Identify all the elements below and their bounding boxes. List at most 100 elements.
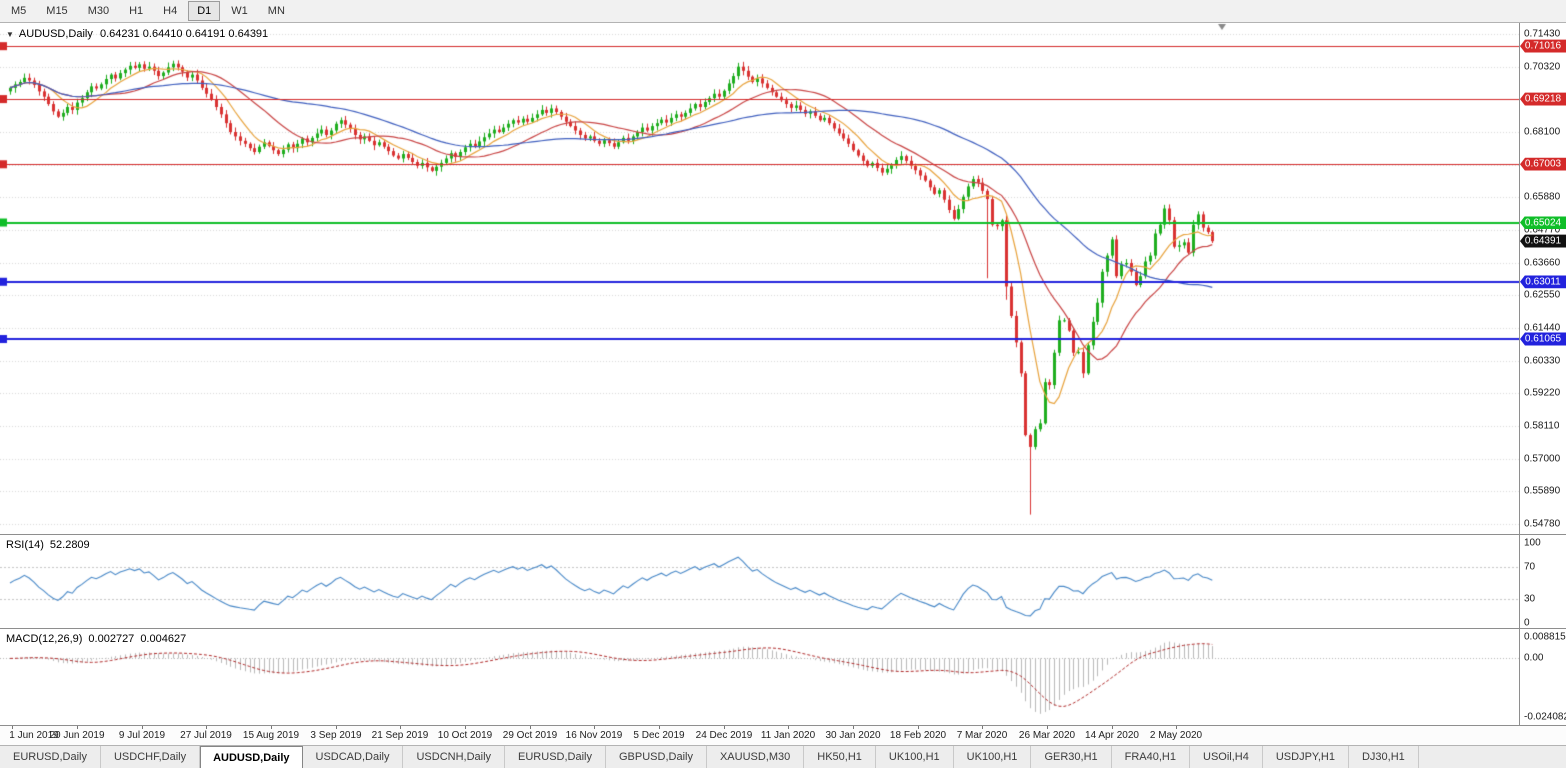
chart-tab-eurusd-daily[interactable]: EURUSD,Daily [0, 746, 101, 768]
price-axis-label: 0.61440 [1524, 322, 1561, 334]
price-axis-label: 0.68100 [1524, 126, 1561, 138]
macd-axis-label: 0.00 [1524, 652, 1544, 664]
price-axis-label: 0.60330 [1524, 355, 1561, 367]
date-axis[interactable]: 1 Jun 2019 20 Jun 2019 9 Jul 2019 27 Jul 20… [0, 725, 1566, 745]
chart-title-ohlc: 0.64231 0.64410 0.64191 0.64391 [99, 28, 269, 40]
chart-tab-usdchf-daily[interactable]: USDCHF,Daily [101, 746, 201, 768]
date-axis-label: 15 Aug 2019 [242, 730, 300, 741]
chart-tab-audusd-daily[interactable]: AUDUSD,Daily [200, 746, 303, 768]
chart-title-symbol: AUDUSD,Daily [18, 28, 93, 40]
date-tick [853, 726, 854, 729]
chart-tab-usdjpy-h1[interactable]: USDJPY,H1 [1263, 746, 1349, 768]
date-axis-label: 3 Sep 2019 [310, 730, 362, 741]
chart-tab-ger30-h1[interactable]: GER30,H1 [1031, 746, 1112, 768]
price-axis-label: 0.62550 [1524, 289, 1561, 301]
rsi-axis-label: 100 [1524, 537, 1541, 549]
level-price-badge: 0.61065 [1520, 332, 1566, 346]
date-tick [1047, 726, 1048, 729]
macd-canvas[interactable] [0, 629, 1519, 724]
date-tick [465, 726, 466, 729]
date-axis-label: 24 Dec 2019 [695, 730, 753, 741]
date-axis-label: 16 Nov 2019 [565, 730, 623, 741]
timeframe-button-w1[interactable]: W1 [231, 5, 248, 17]
rsi-name: RSI(14) [6, 539, 44, 551]
date-tick [12, 726, 13, 729]
chart-tab-fra40-h1[interactable]: FRA40,H1 [1112, 746, 1190, 768]
chart-tabbar: EURUSD,Daily USDCHF,Daily AUDUSD,Daily USDC… [0, 745, 1566, 768]
date-axis-label: 11 Jan 2020 [760, 730, 816, 741]
rsi-panel: RSI(14) 52.2809 100 70 30 0 [0, 534, 1566, 629]
macd-plot[interactable]: MACD(12,26,9) 0.002727 0.004627 [0, 629, 1519, 725]
date-tick [206, 726, 207, 729]
date-axis-label: 27 Jul 2019 [180, 730, 232, 741]
rsi-axis-label: 30 [1524, 593, 1536, 605]
chart-tab-dj30-h1[interactable]: DJ30,H1 [1349, 746, 1419, 768]
chart-tab-gbpusd-daily[interactable]: GBPUSD,Daily [606, 746, 707, 768]
macd-indicator-label: MACD(12,26,9) 0.002727 0.004627 [6, 633, 192, 645]
level-price-badge: 0.67003 [1520, 157, 1566, 171]
timeframe-button-mn[interactable]: MN [267, 5, 285, 17]
price-axis-label: 0.55890 [1524, 485, 1561, 497]
rsi-axis-label: 70 [1524, 561, 1536, 573]
price-axis-label: 0.57000 [1524, 453, 1561, 465]
rsi-axis[interactable]: 100 70 30 0 [1519, 535, 1566, 629]
date-axis-label: 26 Mar 2020 [1018, 730, 1076, 741]
date-axis-label: 21 Sep 2019 [371, 730, 429, 741]
date-axis-label: 9 Jul 2019 [118, 730, 166, 741]
date-axis-label: 29 Oct 2019 [502, 730, 558, 741]
macd-panel: MACD(12,26,9) 0.002727 0.004627 0.008815 0.… [0, 628, 1566, 725]
main-chart-panel: ▼ AUDUSD,Daily 0.64231 0.64410 0.64191 0.… [0, 23, 1566, 534]
date-tick [400, 726, 401, 729]
date-tick [1112, 726, 1113, 729]
chart-tab-xauusd-m30[interactable]: XAUUSD,M30 [707, 746, 805, 768]
timeframe-button-h4[interactable]: H4 [163, 5, 178, 17]
timeframe-button-m30[interactable]: M30 [87, 5, 110, 17]
date-tick [142, 726, 143, 729]
timeframe-button-h1[interactable]: H1 [129, 5, 144, 17]
date-tick [594, 726, 595, 729]
date-tick [659, 726, 660, 729]
price-axis-label: 0.63660 [1524, 257, 1561, 269]
timeframe-button-d1[interactable]: D1 [188, 1, 221, 21]
date-axis-label: 2 May 2020 [1149, 730, 1203, 741]
date-axis-label: 30 Jan 2020 [825, 730, 881, 741]
timeframe-button-m15[interactable]: M15 [46, 5, 68, 17]
price-axis-label: 0.58110 [1524, 420, 1560, 432]
collapse-triangle-icon[interactable]: ▼ [6, 30, 14, 39]
date-axis-label: 20 Jun 2019 [49, 730, 105, 741]
chart-tab-usdcad-daily[interactable]: USDCAD,Daily [303, 746, 404, 768]
main-price-axis[interactable]: 0.71430 0.70320 0.68100 0.65880 0.64770 0.636… [1519, 23, 1566, 534]
rsi-plot[interactable]: RSI(14) 52.2809 [0, 535, 1519, 628]
price-axis-label: 0.54780 [1524, 518, 1561, 530]
main-chart-canvas[interactable] [0, 23, 1519, 534]
timeframe-toolbar: M5 M15 M30 H1 H4 D1 W1 MN [0, 0, 1566, 23]
date-tick [77, 726, 78, 729]
main-chart-plot[interactable]: ▼ AUDUSD,Daily 0.64231 0.64410 0.64191 0.… [0, 23, 1519, 534]
date-tick [982, 726, 983, 729]
macd-name: MACD(12,26,9) [6, 633, 83, 645]
price-axis-label: 0.70320 [1524, 61, 1561, 73]
rsi-value: 52.2809 [49, 539, 90, 551]
macd-axis[interactable]: 0.008815 0.00 -0.024082 [1519, 629, 1566, 725]
price-axis-label: 0.65880 [1524, 191, 1561, 203]
chart-tab-usoil-h4[interactable]: USOil,H4 [1190, 746, 1263, 768]
date-tick [271, 726, 272, 729]
date-tick [918, 726, 919, 729]
chart-tab-usdcnh-daily[interactable]: USDCNH,Daily [403, 746, 506, 768]
chart-tab-uk100-h1[interactable]: UK100,H1 [954, 746, 1032, 768]
date-tick [336, 726, 337, 729]
rsi-axis-label: 0 [1524, 617, 1530, 629]
date-axis-label: 1 Jun 2019 [9, 730, 59, 741]
timeframe-button-m5[interactable]: M5 [11, 5, 27, 17]
level-price-badge: 0.65024 [1520, 216, 1566, 230]
level-price-badge: 0.69218 [1520, 92, 1566, 106]
price-axis-label: 0.59220 [1524, 387, 1561, 399]
chart-tab-uk100-h1[interactable]: UK100,H1 [876, 746, 954, 768]
macd-axis-label: 0.008815 [1524, 631, 1566, 643]
chart-tab-eurusd-daily[interactable]: EURUSD,Daily [505, 746, 606, 768]
rsi-canvas[interactable] [0, 535, 1519, 627]
chart-tab-hk50-h1[interactable]: HK50,H1 [804, 746, 876, 768]
price-axis-label: 0.71430 [1524, 28, 1561, 40]
date-tick [788, 726, 789, 729]
